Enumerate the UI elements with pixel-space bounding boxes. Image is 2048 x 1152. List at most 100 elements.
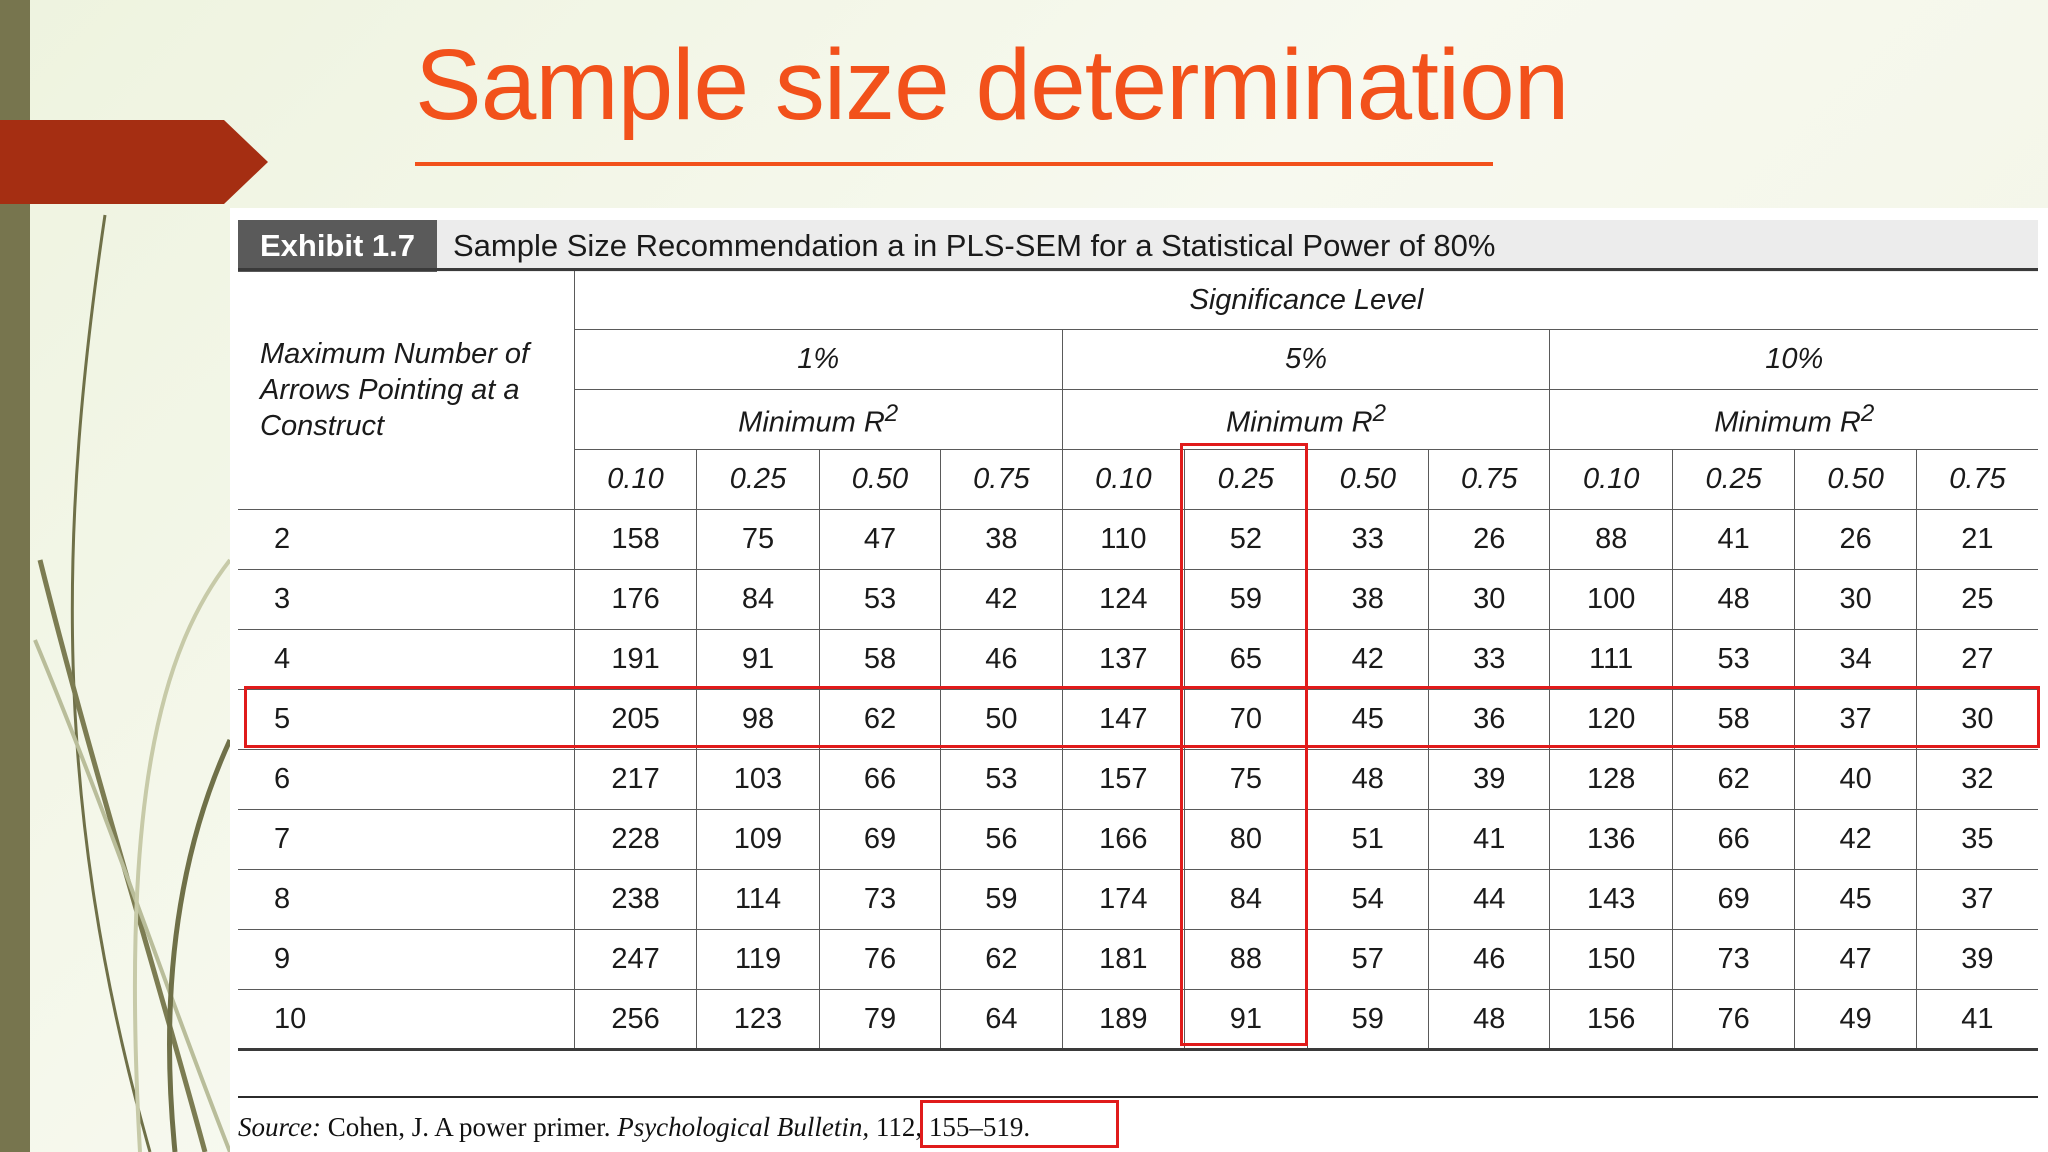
sample-size-cell: 189 bbox=[1061, 989, 1186, 1051]
sample-size-cell: 176 bbox=[573, 569, 698, 630]
r2-col-header: 0.50 bbox=[818, 449, 942, 510]
level-header-5pct: 5% bbox=[1061, 329, 1551, 390]
sample-size-table: Maximum Number of Arrows Pointing at a C… bbox=[238, 268, 2038, 1051]
sample-size-cell: 80 bbox=[1184, 809, 1308, 870]
r2-superscript: 2 bbox=[1860, 399, 1875, 427]
row-arrows-label: 3 bbox=[238, 569, 575, 630]
sample-size-cell: 91 bbox=[1184, 989, 1308, 1051]
accent-arrow-shape bbox=[0, 120, 268, 204]
sample-size-cell: 47 bbox=[1794, 929, 1917, 990]
sample-size-cell: 44 bbox=[1428, 869, 1551, 930]
sample-size-cell: 100 bbox=[1549, 569, 1673, 630]
sample-size-cell: 26 bbox=[1794, 509, 1917, 570]
sample-size-cell: 27 bbox=[1915, 629, 2038, 690]
sample-size-cell: 59 bbox=[940, 869, 1063, 930]
sample-size-cell: 62 bbox=[1671, 749, 1796, 810]
sample-size-cell: 62 bbox=[818, 689, 942, 750]
sample-size-cell: 76 bbox=[1671, 989, 1796, 1051]
row-arrows-label: 2 bbox=[238, 509, 575, 570]
row-arrows-label: 6 bbox=[238, 749, 575, 810]
r2-col-header: 0.10 bbox=[574, 449, 698, 510]
sample-size-cell: 75 bbox=[696, 509, 820, 570]
sample-size-cell: 41 bbox=[1915, 989, 2038, 1051]
sample-size-cell: 73 bbox=[818, 869, 942, 930]
sample-size-cell: 98 bbox=[696, 689, 820, 750]
source-journal: Psychological Bulletin, bbox=[617, 1112, 870, 1142]
sample-size-cell: 42 bbox=[940, 569, 1063, 630]
sample-size-cell: 34 bbox=[1794, 629, 1917, 690]
significance-level-header: Significance Level bbox=[573, 268, 2038, 330]
sample-size-cell: 88 bbox=[1184, 929, 1308, 990]
sample-size-cell: 238 bbox=[573, 869, 698, 930]
sample-size-cell: 45 bbox=[1794, 869, 1917, 930]
sample-size-cell: 42 bbox=[1794, 809, 1917, 870]
r2-col-header: 0.25 bbox=[696, 449, 820, 510]
sample-size-cell: 59 bbox=[1306, 989, 1430, 1051]
sample-size-cell: 156 bbox=[1549, 989, 1673, 1051]
min-r2-header-10pct: Minimum R2 bbox=[1549, 389, 2038, 450]
sample-size-cell: 41 bbox=[1428, 809, 1551, 870]
row-arrows-label: 7 bbox=[238, 809, 575, 870]
sample-size-cell: 32 bbox=[1915, 749, 2038, 810]
sample-size-cell: 136 bbox=[1549, 809, 1673, 870]
r2-col-header: 0.75 bbox=[940, 449, 1063, 510]
sample-size-cell: 79 bbox=[818, 989, 942, 1051]
source-label: Source: bbox=[238, 1112, 321, 1142]
sample-size-cell: 46 bbox=[1428, 929, 1551, 990]
min-r2-label: Minimum R bbox=[1714, 406, 1861, 439]
min-r2-header-1pct: Minimum R2 bbox=[574, 389, 1063, 450]
sample-size-cell: 91 bbox=[696, 629, 820, 690]
sample-size-cell: 33 bbox=[1428, 629, 1551, 690]
sample-size-cell: 174 bbox=[1061, 869, 1186, 930]
decorative-curves bbox=[33, 214, 233, 1152]
sample-size-cell: 124 bbox=[1061, 569, 1186, 630]
exhibit-label: Exhibit 1.7 bbox=[238, 220, 437, 272]
sample-size-cell: 109 bbox=[696, 809, 820, 870]
sample-size-cell: 51 bbox=[1306, 809, 1430, 870]
sample-size-cell: 41 bbox=[1671, 509, 1796, 570]
sample-size-cell: 37 bbox=[1794, 689, 1917, 750]
table-row: 8 238 114 73 59 174 84 54 44 143 69 45 37 bbox=[238, 869, 2038, 930]
sample-size-cell: 33 bbox=[1306, 509, 1430, 570]
sample-size-cell: 228 bbox=[573, 809, 698, 870]
sample-size-cell: 30 bbox=[1915, 689, 2038, 750]
sample-size-cell: 181 bbox=[1061, 929, 1186, 990]
min-r2-label: Minimum R bbox=[738, 406, 885, 439]
table-row: 7 228 109 69 56 166 80 51 41 136 66 42 35 bbox=[238, 809, 2038, 870]
sample-size-cell: 256 bbox=[573, 989, 698, 1051]
sample-size-cell: 217 bbox=[573, 749, 698, 810]
sample-size-cell: 57 bbox=[1306, 929, 1430, 990]
sample-size-cell: 69 bbox=[1671, 869, 1796, 930]
page-title: Sample size determination bbox=[415, 29, 1569, 141]
table-row: 9 247 119 76 62 181 88 57 46 150 73 47 39 bbox=[238, 929, 2038, 990]
source-note: Source: Cohen, J. A power primer. Psycho… bbox=[238, 1112, 1030, 1143]
sample-size-cell: 46 bbox=[940, 629, 1063, 690]
row-arrows-label: 5 bbox=[238, 689, 575, 750]
sample-size-cell: 39 bbox=[1915, 929, 2038, 990]
sample-size-cell: 39 bbox=[1428, 749, 1551, 810]
r2-col-header: 0.25 bbox=[1671, 449, 1796, 510]
sample-size-cell: 157 bbox=[1061, 749, 1186, 810]
r2-col-header: 0.10 bbox=[1549, 449, 1673, 510]
sample-size-cell: 158 bbox=[573, 509, 698, 570]
sample-size-cell: 30 bbox=[1794, 569, 1917, 630]
sample-size-cell: 120 bbox=[1549, 689, 1673, 750]
r2-col-header: 0.25 bbox=[1184, 449, 1308, 510]
sample-size-cell: 123 bbox=[696, 989, 820, 1051]
exhibit-header: Exhibit 1.7 Sample Size Recommendation a… bbox=[238, 220, 2038, 272]
sample-size-cell: 47 bbox=[818, 509, 942, 570]
sample-size-cell: 147 bbox=[1061, 689, 1186, 750]
sample-size-cell: 114 bbox=[696, 869, 820, 930]
row-arrows-label: 10 bbox=[238, 989, 575, 1051]
r2-col-header: 0.75 bbox=[1915, 449, 2038, 510]
sample-size-cell: 247 bbox=[573, 929, 698, 990]
sample-size-cell: 137 bbox=[1061, 629, 1186, 690]
sample-size-cell: 26 bbox=[1428, 509, 1551, 570]
level-header-1pct: 1% bbox=[574, 329, 1063, 390]
sample-size-cell: 42 bbox=[1306, 629, 1430, 690]
sample-size-cell: 50 bbox=[940, 689, 1063, 750]
sample-size-cell: 53 bbox=[1671, 629, 1796, 690]
sample-size-cell: 45 bbox=[1306, 689, 1430, 750]
sample-size-cell: 191 bbox=[573, 629, 698, 690]
sample-size-cell: 62 bbox=[940, 929, 1063, 990]
